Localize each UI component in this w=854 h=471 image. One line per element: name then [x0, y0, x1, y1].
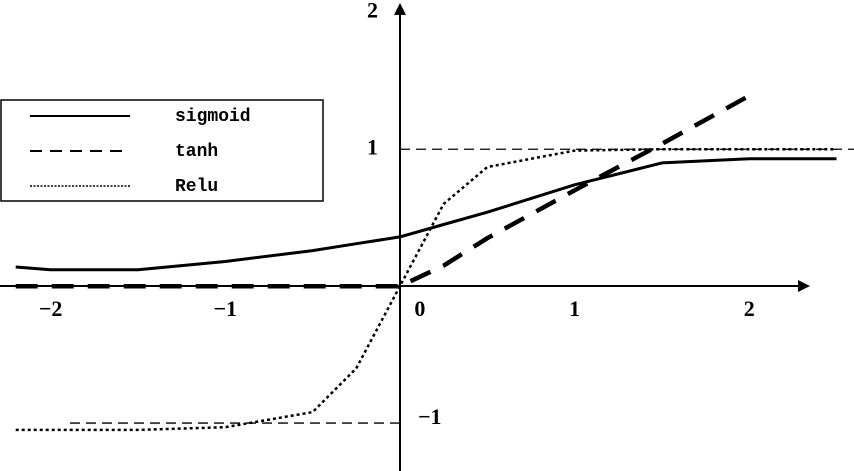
- x-tick-label: 1: [569, 296, 580, 321]
- x-tick-label: 0: [414, 296, 425, 321]
- y-tick-label: 2: [367, 0, 378, 22]
- x-tick-label: −2: [39, 296, 63, 321]
- y-tick-label: 1: [367, 134, 378, 159]
- series-line: [15, 157, 837, 272]
- legend-label: sigmoid: [175, 107, 251, 127]
- series-line: [15, 93, 751, 289]
- legend-label: tanh: [175, 142, 218, 162]
- x-tick-label: 2: [744, 296, 755, 321]
- legend: sigmoid tanh Relu: [0, 99, 324, 202]
- x-tick-label: −1: [214, 296, 238, 321]
- legend-label: Relu: [175, 177, 218, 197]
- series-line: [15, 147, 837, 432]
- y-tick-label: −1: [418, 404, 442, 429]
